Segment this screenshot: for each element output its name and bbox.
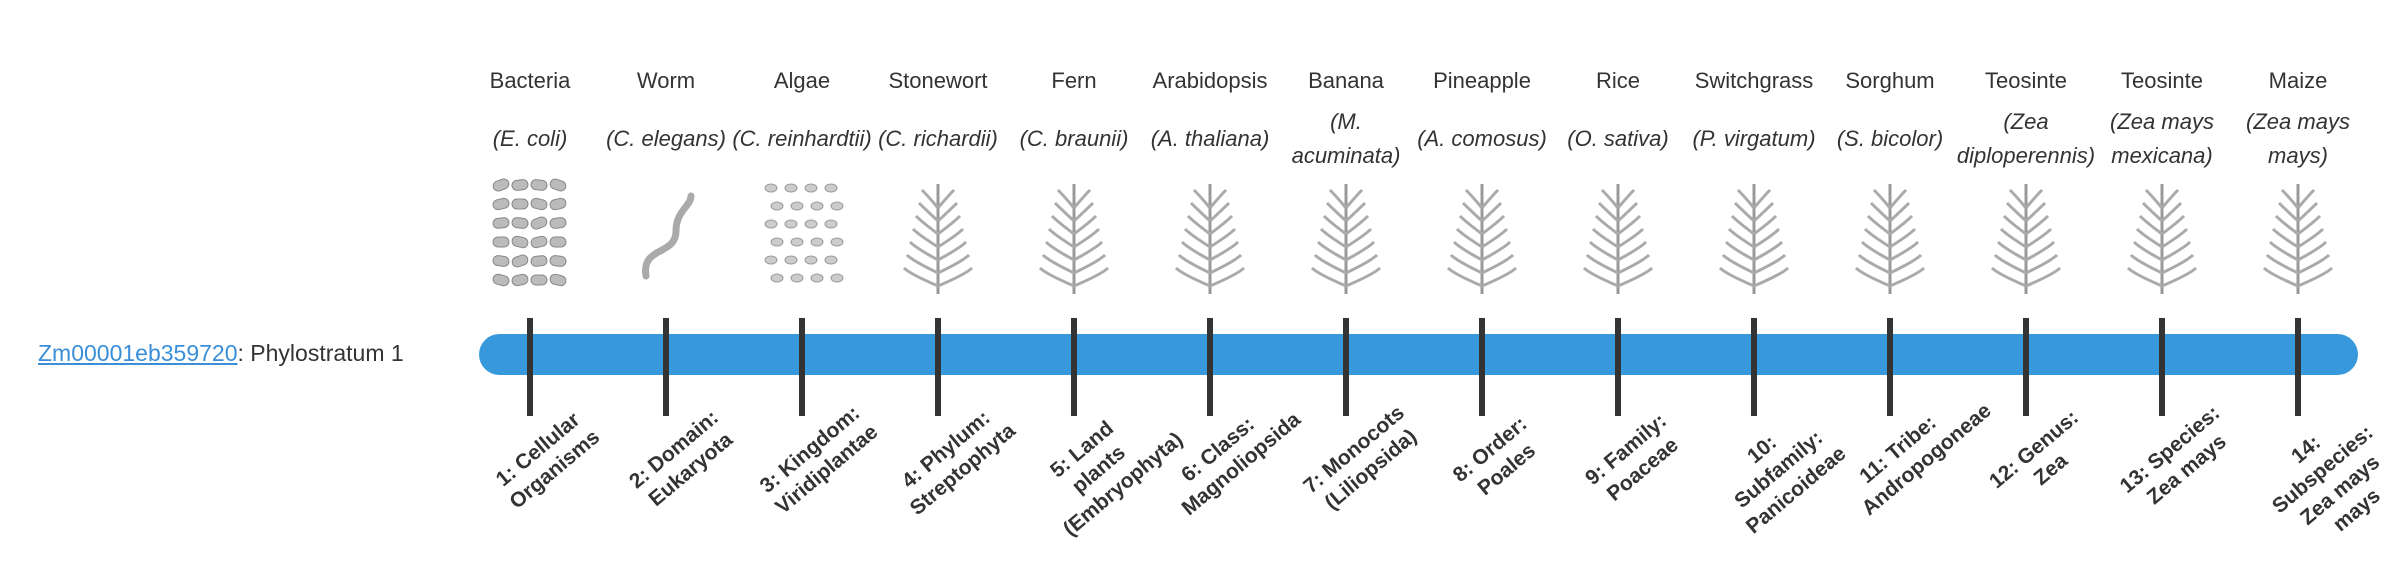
- species-name: (M. acuminata): [1291, 109, 1401, 168]
- phylostratum-text: : Phylostratum 1: [237, 340, 404, 366]
- organism-name: Banana: [1308, 68, 1384, 93]
- organism-name: Fern: [1051, 68, 1097, 93]
- stage-label: 10: Subfamily: Panicoideae: [1730, 426, 1851, 538]
- organism-name: Arabidopsis: [1152, 68, 1268, 93]
- organism-column: Sorghum (S. bicolor): [1820, 66, 1960, 176]
- timeline-tick: [527, 318, 533, 416]
- stage-label: 12: Genus: Zea: [1985, 405, 2083, 494]
- timeline-tick: [799, 318, 805, 416]
- stage-label: 11: Tribe: Andropogoneae: [1855, 399, 1996, 521]
- stage-label: 5: Land plants (Embryophyta): [1046, 416, 1187, 541]
- organism-illustration: [1446, 184, 1518, 294]
- stage-label: 6: Class: Magnoliopsida: [1177, 408, 1306, 521]
- species-name: (S. bicolor): [1836, 126, 1944, 151]
- timeline-tick: [2023, 318, 2029, 416]
- timeline-tick: [2295, 318, 2301, 416]
- organism-name: Stonewort: [888, 68, 988, 93]
- organism-illustration: [492, 178, 567, 287]
- timeline-tick: [2159, 318, 2165, 416]
- species-name: (C. braunii): [1019, 126, 1129, 151]
- organism-column: Fern (C. braunii): [1004, 66, 1144, 176]
- organism-illustration: [902, 184, 974, 294]
- organism-illustration: [1310, 184, 1382, 294]
- organism-name: Switchgrass: [1694, 68, 1814, 93]
- stage-label: 8: Order: Poales: [1448, 412, 1541, 501]
- organism-column: Rice (O. sativa): [1548, 66, 1688, 176]
- organism-illustration: [2126, 184, 2198, 294]
- timeline-tick: [1479, 318, 1485, 416]
- timeline-tick: [1751, 318, 1757, 416]
- organism-column: Teosinte (Zea diploperennis): [1956, 66, 2096, 176]
- organism-name: Rice: [1595, 68, 1640, 93]
- organism-illustration: [764, 183, 844, 283]
- stage-label: 2: Domain: Eukaryota: [625, 405, 738, 512]
- organism-column: Algae (C. reinhardtii): [732, 66, 872, 176]
- stage-label: 13: Species: Zea mays: [2115, 401, 2231, 510]
- gene-link[interactable]: Zm00001eb359720: [38, 340, 238, 366]
- timeline-tick: [1071, 318, 1077, 416]
- stage-label: 14: Subspecies: Zea mays mays: [2268, 421, 2385, 536]
- species-name: (A. thaliana): [1150, 126, 1270, 151]
- species-name: (Zea mays mays): [2246, 109, 2350, 168]
- timeline-tick: [1615, 318, 1621, 416]
- stage-label: 7: Monocots (Liliopsida): [1299, 401, 1422, 515]
- organism-illustration: [1718, 184, 1790, 294]
- species-name: (A. comosus): [1417, 126, 1547, 151]
- organism-name: Sorghum: [1845, 68, 1935, 93]
- gene-label: Zm00001eb359720: Phylostratum 1: [38, 340, 404, 367]
- stage-label: 1: Cellular Organisms: [491, 408, 605, 514]
- organism-name: Teosinte: [1985, 68, 2067, 93]
- organism-illustration: [1854, 184, 1926, 294]
- species-name: (Zea mays mexicana): [2110, 109, 2214, 168]
- organism-column: Worm (C. elegans): [596, 66, 736, 176]
- organism-illustration: [1174, 184, 1246, 294]
- organism-column: Pineapple (A. comosus): [1412, 66, 1552, 176]
- organism-illustration: [2262, 184, 2334, 294]
- organism-column: Banana (M. acuminata): [1276, 66, 1416, 176]
- organism-name: Worm: [636, 68, 696, 93]
- organism-column: Bacteria (E. coli): [460, 66, 600, 176]
- species-name: (Zea diploperennis): [1956, 109, 2096, 168]
- organism-illustration: [1582, 184, 1654, 294]
- organism-column: Switchgrass (P. virgatum): [1684, 66, 1824, 176]
- organism-name: Pineapple: [1433, 68, 1531, 93]
- stage-label: 3: Kingdom: Viridiplantae: [755, 401, 883, 519]
- organism-column: Arabidopsis (A. thaliana): [1140, 66, 1280, 176]
- organism-illustration: [1038, 184, 1110, 294]
- organism-column: Maize (Zea mays mays): [2228, 66, 2368, 176]
- timeline-tick: [1207, 318, 1213, 416]
- timeline-tick: [663, 318, 669, 416]
- organism-illustration: [1990, 184, 2062, 294]
- species-name: (C. elegans): [606, 126, 726, 151]
- organism-column: Stonewort (C. richardii): [868, 66, 1008, 176]
- species-name: (P. virgatum): [1692, 126, 1816, 151]
- timeline-tick: [935, 318, 941, 416]
- species-name: (C. richardii): [878, 126, 998, 151]
- organism-illustration: [642, 192, 695, 280]
- timeline-tick: [1343, 318, 1349, 416]
- organism-name: Maize: [2268, 68, 2328, 93]
- timeline-tick: [1887, 318, 1893, 416]
- organism-column: Teosinte (Zea mays mexicana): [2092, 66, 2232, 176]
- stage-label: 4: Phylum: Streptophyta: [897, 406, 1020, 521]
- organism-name: Teosinte: [2121, 68, 2203, 93]
- species-name: (E. coli): [492, 126, 568, 151]
- organism-name: Algae: [773, 68, 831, 93]
- organism-name: Bacteria: [489, 68, 571, 93]
- species-name: (C. reinhardtii): [732, 126, 872, 151]
- species-name: (O. sativa): [1567, 126, 1669, 151]
- timeline-bar: [479, 334, 2358, 375]
- stage-label: 9: Family: Poaceae: [1581, 409, 1683, 506]
